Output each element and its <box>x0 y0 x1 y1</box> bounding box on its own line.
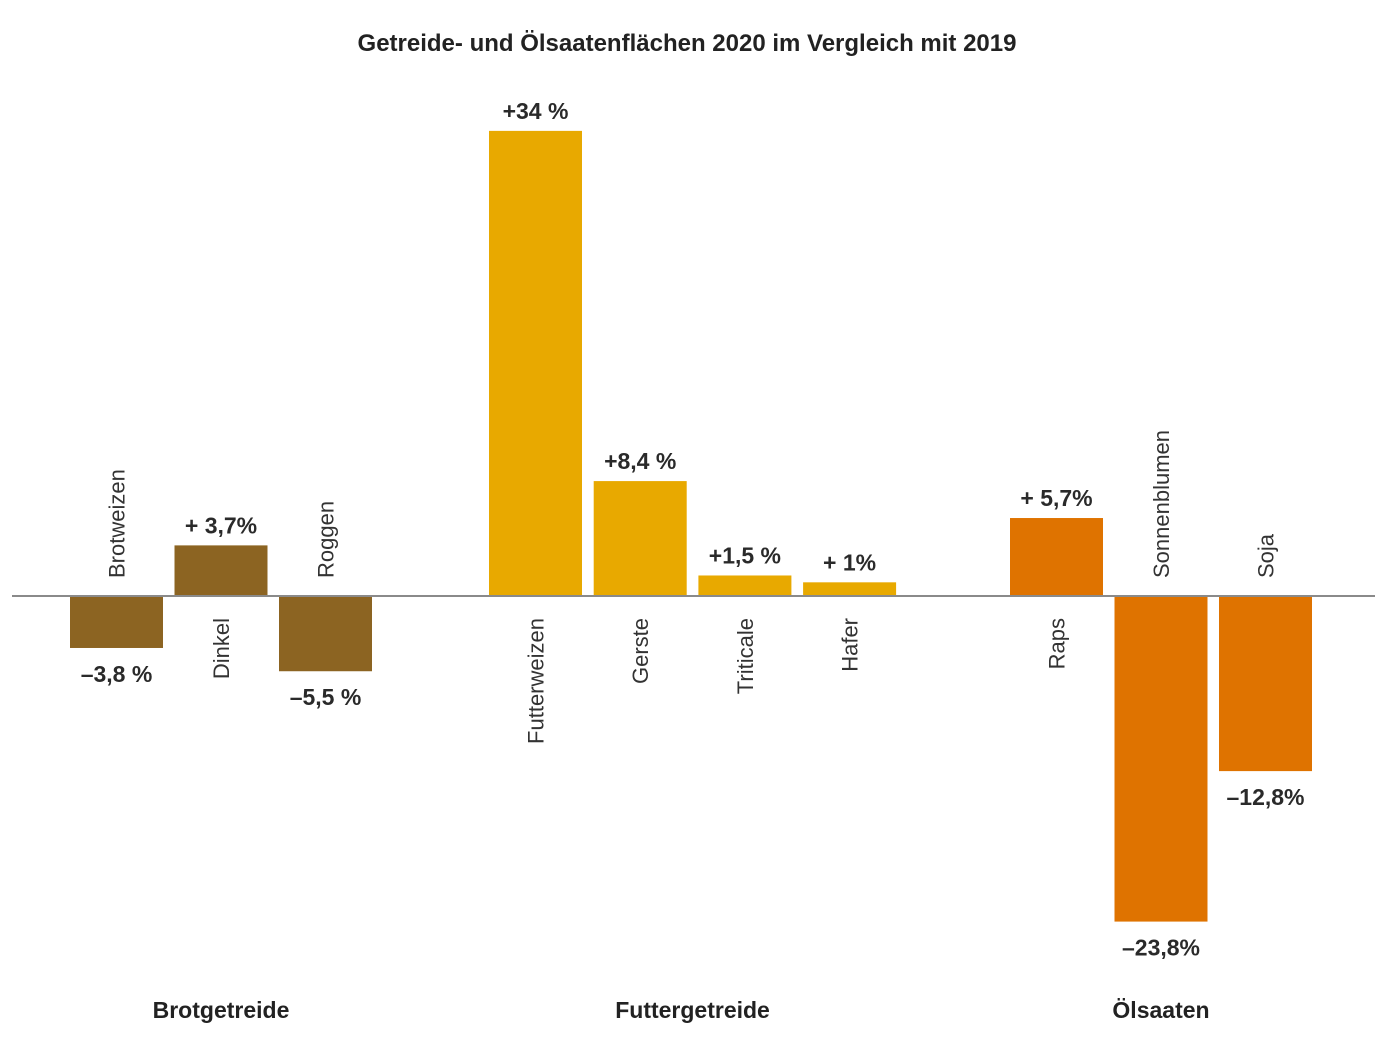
bar-futterweizen <box>489 130 582 596</box>
category-label: Futterweizen <box>524 618 549 744</box>
bar-roggen <box>279 596 372 672</box>
data-label: +1,5 % <box>709 542 781 568</box>
data-label: +34 % <box>503 98 569 124</box>
category-label: Soja <box>1254 533 1279 578</box>
group-label: Brotgetreide <box>153 997 290 1023</box>
category-label: Triticale <box>733 618 758 694</box>
group-label: Ölsaaten <box>1112 997 1209 1023</box>
category-label: Raps <box>1045 618 1070 669</box>
data-label: + 5,7% <box>1020 485 1092 511</box>
data-label: –12,8% <box>1226 784 1304 810</box>
data-label: +8,4 % <box>604 448 676 474</box>
bar-dinkel <box>174 545 268 596</box>
bar-raps <box>1010 518 1103 596</box>
bar-gerste <box>593 481 687 596</box>
category-label: Gerste <box>628 618 653 684</box>
data-label: –3,8 % <box>81 661 153 687</box>
data-label: + 3,7% <box>185 512 257 538</box>
category-label: Brotweizen <box>105 469 130 578</box>
bar-sonnenblumen <box>1114 596 1208 922</box>
bar-hafer <box>803 582 897 596</box>
category-label: Sonnenblumen <box>1149 430 1174 578</box>
bar-triticale <box>698 575 792 596</box>
category-label: Hafer <box>838 618 863 672</box>
group-label: Futtergetreide <box>615 997 770 1023</box>
data-label: –5,5 % <box>290 684 362 710</box>
data-label: + 1% <box>823 549 876 575</box>
bar-soja <box>1219 596 1312 772</box>
category-label: Roggen <box>314 501 339 578</box>
bar-brotweizen <box>70 596 163 648</box>
category-label: Dinkel <box>209 618 234 679</box>
data-label: –23,8% <box>1122 935 1200 961</box>
chart-title: Getreide- und Ölsaatenflächen 2020 im Ve… <box>358 30 1017 57</box>
